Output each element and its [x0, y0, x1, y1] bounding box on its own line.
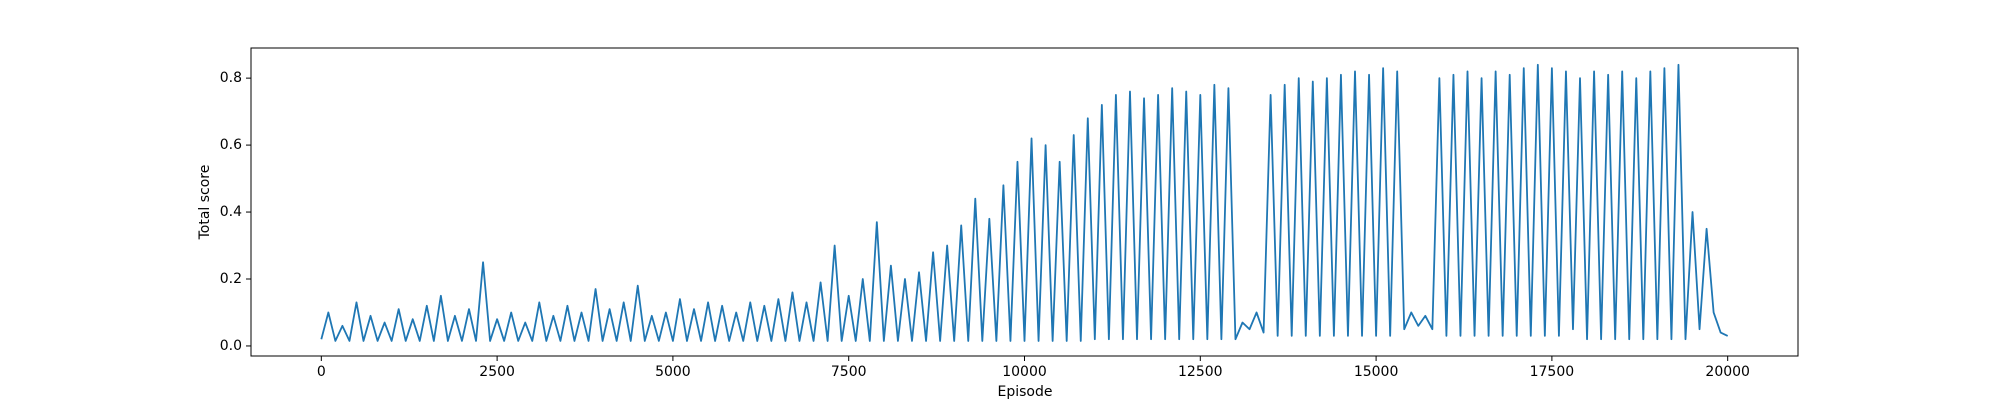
x-tick-label: 15000 [1354, 364, 1399, 380]
y-tick-label: 0.2 [220, 271, 242, 287]
x-tick-label: 10000 [1002, 364, 1047, 380]
y-tick-label: 0.0 [220, 338, 242, 354]
x-tick-label: 17500 [1530, 364, 1575, 380]
y-tick-label: 0.8 [220, 70, 242, 86]
data-line [320, 63, 1729, 342]
y-tick-label: 0.4 [220, 204, 242, 220]
y-axis-label: Total score [197, 165, 213, 241]
x-tick-label: 0 [317, 364, 326, 380]
x-tick-label: 7500 [831, 364, 867, 380]
x-tick-label: 20000 [1705, 364, 1750, 380]
x-axis-label: Episode [998, 384, 1053, 400]
x-tick-label: 5000 [655, 364, 691, 380]
x-tick-label: 12500 [1178, 364, 1223, 380]
plot-frame [250, 47, 1799, 357]
x-tick-label: 2500 [479, 364, 515, 380]
y-tick-label: 0.6 [220, 137, 242, 153]
